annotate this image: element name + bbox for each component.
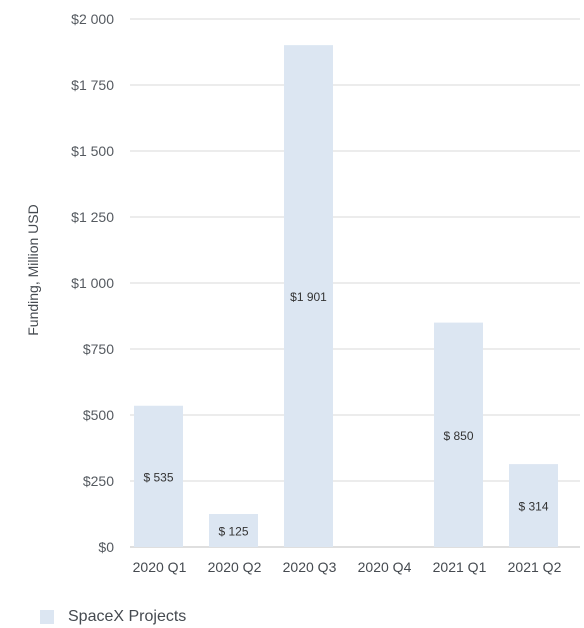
x-tick-label: 2020 Q3 bbox=[283, 559, 337, 575]
data-label: $ 850 bbox=[443, 429, 473, 443]
bar bbox=[284, 45, 333, 548]
y-tick-label: $1 000 bbox=[71, 275, 114, 291]
y-tick-label: $0 bbox=[98, 539, 114, 555]
data-label: $ 125 bbox=[218, 525, 248, 539]
y-tick-label: $250 bbox=[83, 473, 114, 489]
y-tick-label: $1 500 bbox=[71, 143, 114, 159]
y-tick-label: $1 750 bbox=[71, 77, 114, 93]
data-label: $ 535 bbox=[143, 470, 173, 484]
x-tick-label: 2021 Q1 bbox=[433, 559, 487, 575]
legend-label: SpaceX Projects bbox=[68, 608, 187, 625]
x-tick-label: 2020 Q1 bbox=[133, 559, 187, 575]
data-label: $1 901 bbox=[290, 290, 327, 304]
data-labels: $ 535 $ 125 $1 901 $ 850 $ 314 bbox=[143, 290, 548, 538]
bars bbox=[134, 45, 558, 548]
x-tick-label: 2020 Q2 bbox=[208, 559, 262, 575]
gridlines bbox=[130, 18, 580, 548]
bar bbox=[434, 322, 483, 547]
bar bbox=[509, 464, 558, 547]
y-tick-label: $2 000 bbox=[71, 11, 114, 27]
x-axis-ticks: 2020 Q1 2020 Q2 2020 Q3 2020 Q4 2021 Q1 2021 … bbox=[133, 559, 562, 575]
y-axis-label: Funding, Million USD bbox=[25, 204, 41, 336]
legend: SpaceX Projects bbox=[40, 608, 186, 626]
legend-swatch bbox=[40, 610, 54, 624]
x-tick-label: 2020 Q4 bbox=[358, 559, 412, 575]
y-axis-ticks: $0 $250 $500 $750 $1 000 $1 250 $1 500 $1 750 $2… bbox=[71, 11, 114, 555]
data-label: $ 314 bbox=[518, 500, 548, 514]
y-tick-label: $750 bbox=[83, 341, 114, 357]
bar bbox=[134, 405, 183, 547]
y-tick-label: $500 bbox=[83, 407, 114, 423]
x-tick-label: 2021 Q2 bbox=[508, 559, 562, 575]
bar-chart: $0 $250 $500 $750 $1 000 $1 250 $1 500 $1 750 $2… bbox=[25, 11, 580, 575]
bar bbox=[209, 514, 258, 547]
y-tick-label: $1 250 bbox=[71, 209, 114, 225]
